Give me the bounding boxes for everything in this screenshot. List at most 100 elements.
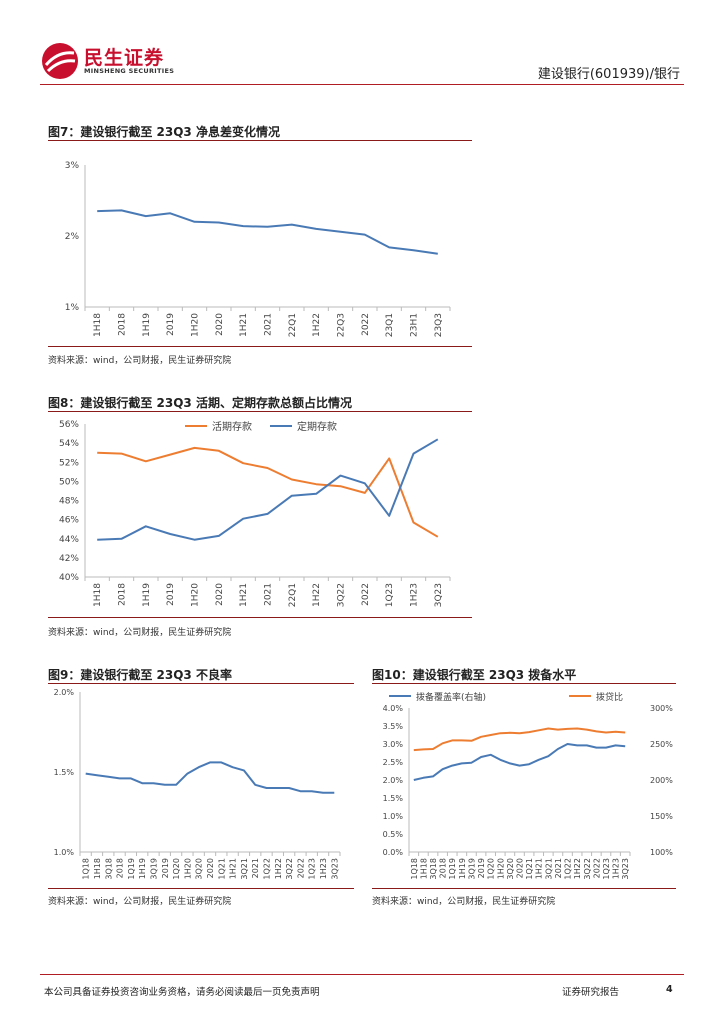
fig7-series-line-0	[97, 209, 438, 255]
fig10-xtick-label: 2020	[516, 858, 525, 878]
fig8-legend-label-1: 定期存款	[297, 420, 337, 433]
fig10-ytick-label-right: 100%	[650, 848, 673, 857]
fig8-xtick-label: 1H23	[410, 583, 420, 607]
logo-en: MINSHENG SECURITIES	[84, 67, 175, 75]
fig10-ytick-label: 0.5%	[383, 830, 404, 839]
fig8-ytick-label: 40%	[59, 573, 79, 583]
fig9-xtick-label: 1H18	[93, 858, 102, 879]
fig7-title: 图7：建设银行截至 23Q3 净息差变化情况	[48, 125, 280, 139]
logo-cn: 民生证券	[84, 47, 165, 69]
fig10-xtick-label: 3Q20	[506, 858, 515, 880]
fig8-xtick-label: 3Q22	[337, 583, 347, 607]
fig10-xtick-label: 3Q19	[467, 858, 476, 880]
fig7-ytick-label: 1%	[65, 303, 80, 313]
fig10-xtick-label: 2018	[439, 858, 448, 878]
fig10-xtick-label: 2022	[592, 858, 601, 878]
fig10-ytick-label: 1.5%	[383, 794, 404, 803]
fig10-ytick-label: 0.0%	[383, 848, 404, 857]
fig7-xtick-label: 1H18	[93, 313, 103, 337]
fig10-xtick-label: 1Q22	[564, 858, 573, 880]
footer-rule	[40, 974, 684, 975]
fig10-ytick-label: 4.0%	[383, 704, 404, 713]
fig7-chart: 1% 2% 3% 1H18 2018 1H19 2019 1H20 2020 1H21 2021 22…	[65, 161, 451, 337]
fig7-xtick-label: 2020	[215, 313, 225, 336]
fig9-source: 资料来源：wind，公司财报，民生证券研究院	[48, 897, 232, 907]
fig9-xtick-label: 1Q18	[82, 858, 91, 880]
fig9-xtick-label: 1H20	[183, 858, 192, 879]
footer-disclaimer: 本公司具备证券投资咨询业务资格，请务必阅读最后一页免责声明	[44, 987, 320, 998]
fig7-ytick-label: 3%	[65, 161, 80, 171]
fig10-xtick-label: 3Q22	[583, 858, 592, 880]
fig9-xtick-label: 3Q18	[104, 858, 113, 880]
fig8-ytick-label: 44%	[59, 535, 79, 545]
fig7-xtick-label: 23Q3	[434, 313, 444, 337]
fig10-xtick-label: 2021	[554, 858, 563, 878]
fig10-xtick-label: 3Q18	[429, 858, 438, 880]
fig10-xtick-label: 1Q19	[448, 858, 457, 880]
logo-mark-icon	[42, 43, 78, 79]
fig7-source: 资料来源：wind，公司财报，民生证券研究院	[48, 356, 232, 366]
fig10-xtick-label: 3Q23	[621, 858, 630, 880]
fig8-xtick-label: 22Q1	[288, 583, 298, 607]
fig9-xtick-label: 1H21	[229, 858, 238, 879]
fig7-xtick-label: 22Q1	[288, 313, 298, 337]
fig9-ytick-label: 1.5%	[54, 768, 75, 777]
fig8-ytick-label: 56%	[59, 420, 79, 430]
fig9-xtick-label: 2020	[206, 858, 215, 878]
fig9-xtick-label: 1H19	[138, 858, 147, 879]
fig10-xtick-label: 1H23	[612, 858, 621, 879]
fig8-xtick-label: 3Q23	[434, 583, 444, 607]
fig8-xtick-label: 2019	[166, 583, 176, 606]
fig9-xtick-label: 2018	[116, 858, 125, 878]
fig10-ytick-label: 2.5%	[383, 758, 404, 767]
fig8-xtick-label: 1H21	[239, 583, 249, 607]
fig10-xtick-label: 1H19	[458, 858, 467, 879]
fig10-title-rule	[372, 683, 676, 684]
fig7-xtick-label: 23H1	[410, 313, 420, 337]
report-subject: 建设银行(601939)/银行	[537, 67, 680, 82]
fig8-xtick-label: 1H22	[312, 583, 322, 607]
fig8-ytick-label: 42%	[59, 554, 79, 564]
fig10-xtick-label: 1Q18	[410, 858, 419, 880]
fig8-ytick-label: 48%	[59, 497, 79, 507]
fig9-xtick-label: 3Q22	[285, 858, 294, 880]
fig10-ytick-label-right: 300%	[650, 704, 673, 713]
fig9-xtick-label: 1Q21	[217, 858, 226, 880]
fig10-title: 图10：建设银行截至 23Q3 拨备水平	[372, 668, 577, 682]
fig9-xtick-label: 1Q23	[308, 858, 317, 880]
fig10-xtick-label: 1H21	[535, 858, 544, 879]
fig8-xtick-label: 2021	[264, 583, 274, 606]
fig8-xtick-label: 1H18	[93, 583, 103, 607]
fig7-xtick-label: 2019	[166, 313, 176, 336]
fig10-xtick-label: 1Q23	[602, 858, 611, 880]
brand-logo: 民生证券 MINSHENG SECURITIES	[40, 41, 180, 81]
fig9-xtick-label: 3Q23	[330, 858, 339, 880]
fig7-xtick-label: 1H20	[191, 313, 201, 337]
fig8-ytick-label: 46%	[59, 516, 79, 526]
fig7-title-rule	[48, 140, 472, 141]
fig9-xtick-label: 2022	[296, 858, 305, 878]
fig8-xtick-label: 2020	[215, 583, 225, 606]
fig9-xtick-label: 3Q20	[195, 858, 204, 880]
fig9-xtick-label: 2019	[161, 858, 170, 878]
fig10-ytick-label-right: 200%	[650, 776, 673, 785]
page-number: 4	[666, 984, 673, 995]
fig10-ytick-label: 3.5%	[383, 722, 404, 731]
fig8-source: 资料来源：wind，公司财报，民生证券研究院	[48, 628, 232, 638]
fig8-xtick-label: 1Q23	[385, 583, 395, 607]
fig7-xtick-label: 1H22	[312, 313, 322, 337]
fig7-bottom-rule	[48, 346, 472, 347]
fig8-xtick-label: 2018	[118, 583, 128, 606]
fig10-chart: 0.0% 0.5% 1.0% 1.5% 2.0% 2.5% 3.0% 3.5% 4.0% 100%…	[383, 691, 674, 880]
fig7-xtick-label: 1H21	[239, 313, 249, 337]
fig10-xtick-label: 2019	[477, 858, 486, 878]
footer-report-type: 证券研究报告	[562, 987, 620, 998]
fig8-xtick-label: 2022	[361, 583, 371, 606]
fig10-series-line-0	[413, 743, 626, 781]
fig10-xtick-label: 1Q20	[487, 858, 496, 880]
fig10-legend-label-0: 拨备覆盖率(右轴)	[416, 691, 486, 703]
fig8-title: 图8：建设银行截至 23Q3 活期、定期存款总额占比情况	[48, 396, 352, 410]
fig8-ytick-label: 52%	[59, 458, 79, 468]
fig9-xtick-label: 1Q22	[263, 858, 272, 880]
fig10-ytick-label: 1.0%	[383, 812, 404, 821]
